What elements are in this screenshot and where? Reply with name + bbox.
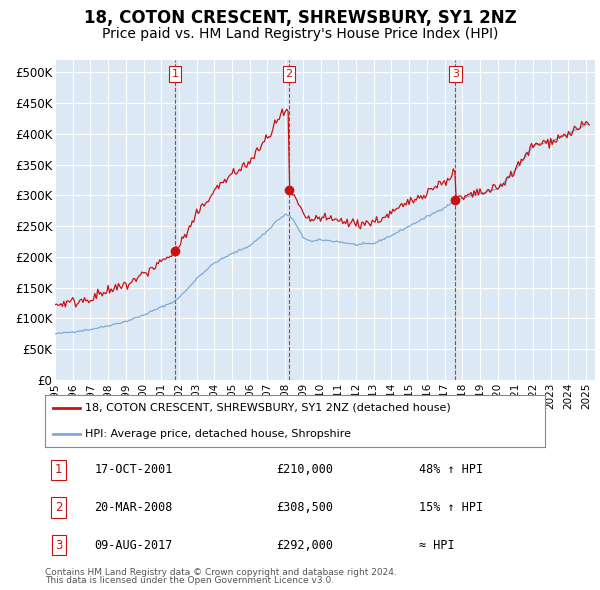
Text: 3: 3 <box>452 69 459 79</box>
Text: 17-OCT-2001: 17-OCT-2001 <box>95 463 173 476</box>
Text: £292,000: £292,000 <box>276 539 333 552</box>
Text: Contains HM Land Registry data © Crown copyright and database right 2024.: Contains HM Land Registry data © Crown c… <box>45 568 397 577</box>
Text: 15% ↑ HPI: 15% ↑ HPI <box>419 501 483 514</box>
Text: 2: 2 <box>55 501 62 514</box>
Text: HPI: Average price, detached house, Shropshire: HPI: Average price, detached house, Shro… <box>85 429 351 439</box>
Text: £210,000: £210,000 <box>276 463 333 476</box>
Text: ≈ HPI: ≈ HPI <box>419 539 455 552</box>
Text: 2: 2 <box>286 69 293 79</box>
Text: 18, COTON CRESCENT, SHREWSBURY, SY1 2NZ (detached house): 18, COTON CRESCENT, SHREWSBURY, SY1 2NZ … <box>85 403 451 413</box>
Text: 1: 1 <box>55 463 62 476</box>
Text: 09-AUG-2017: 09-AUG-2017 <box>95 539 173 552</box>
Text: 3: 3 <box>55 539 62 552</box>
Text: £308,500: £308,500 <box>276 501 333 514</box>
Text: Price paid vs. HM Land Registry's House Price Index (HPI): Price paid vs. HM Land Registry's House … <box>102 27 498 41</box>
Text: 1: 1 <box>172 69 179 79</box>
Text: 48% ↑ HPI: 48% ↑ HPI <box>419 463 483 476</box>
Text: 18, COTON CRESCENT, SHREWSBURY, SY1 2NZ: 18, COTON CRESCENT, SHREWSBURY, SY1 2NZ <box>83 9 517 27</box>
Text: This data is licensed under the Open Government Licence v3.0.: This data is licensed under the Open Gov… <box>45 576 334 585</box>
Text: 20-MAR-2008: 20-MAR-2008 <box>95 501 173 514</box>
